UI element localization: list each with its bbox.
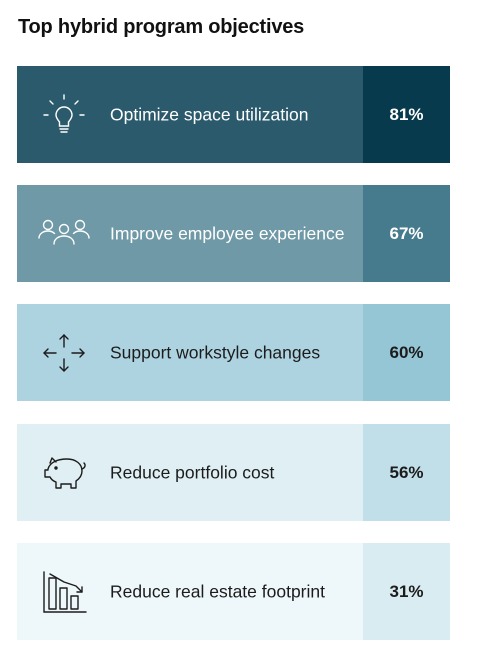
table-row: Support workstyle changes 60%	[17, 304, 450, 401]
table-row: Improve employee experience 67%	[17, 185, 450, 282]
value-label: 31%	[363, 543, 450, 640]
table-row: Reduce real estate footprint 31%	[17, 543, 450, 640]
table-row: Optimize space utilization 81%	[17, 66, 450, 163]
row-label-cell: Reduce real estate footprint	[17, 543, 363, 640]
category-label: Support workstyle changes	[110, 342, 321, 362]
arrows-directions-icon	[35, 324, 93, 382]
row-label-cell: Optimize space utilization	[17, 66, 363, 163]
value-label: 56%	[363, 424, 450, 521]
category-label: Improve employee experience	[110, 223, 345, 243]
people-group-icon	[35, 205, 93, 263]
row-label-cell: Reduce portfolio cost	[17, 424, 363, 521]
category-label: Reduce portfolio cost	[110, 462, 275, 482]
chart-title: Top hybrid program objectives	[18, 16, 305, 38]
row-label-cell: Support workstyle changes	[17, 304, 363, 401]
value-label: 60%	[363, 304, 450, 401]
value-label: 81%	[363, 66, 450, 163]
category-label: Optimize space utilization	[110, 104, 309, 124]
value-label: 67%	[363, 185, 450, 282]
table-row: Reduce portfolio cost 56%	[17, 424, 450, 521]
piggy-bank-icon	[35, 444, 93, 502]
declining-bars-icon	[35, 563, 93, 621]
lightbulb-icon	[35, 86, 93, 144]
category-label: Reduce real estate footprint	[110, 581, 325, 601]
row-label-cell: Improve employee experience	[17, 185, 363, 282]
